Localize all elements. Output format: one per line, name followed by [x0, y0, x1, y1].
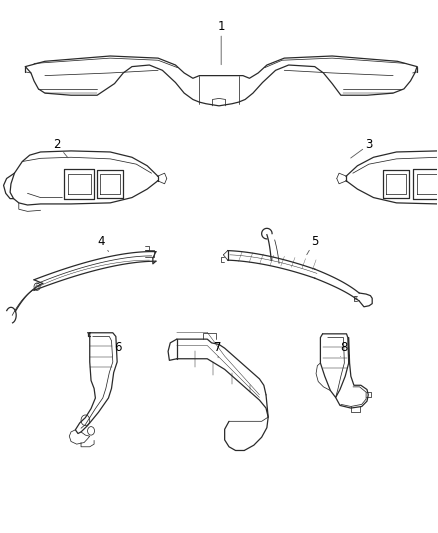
Text: 7: 7: [214, 341, 222, 358]
Text: 4: 4: [98, 235, 109, 252]
Text: 8: 8: [340, 341, 348, 357]
Text: 6: 6: [112, 341, 122, 357]
Text: 1: 1: [217, 20, 225, 64]
Text: 3: 3: [351, 138, 373, 158]
Text: 2: 2: [53, 138, 68, 158]
Text: 5: 5: [307, 235, 318, 255]
